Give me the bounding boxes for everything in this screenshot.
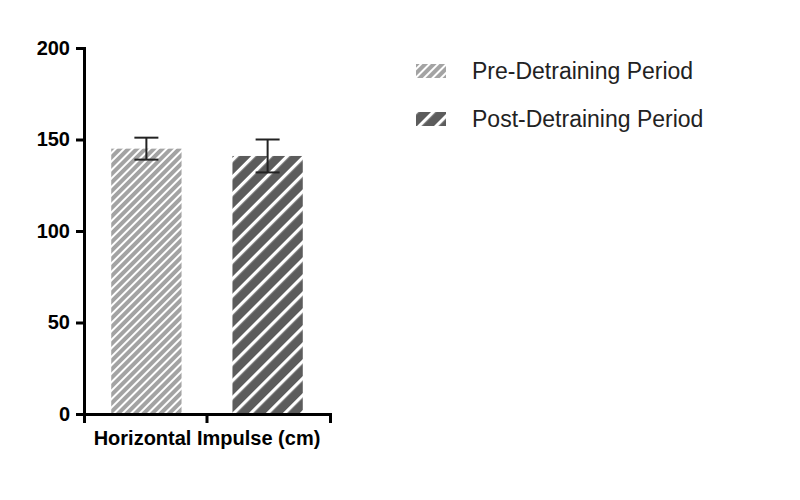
x-axis-line (85, 415, 331, 424)
legend-swatch (416, 112, 446, 126)
error-cap (256, 171, 280, 173)
x-tick-label: Horizontal Impulse (cm) (94, 427, 321, 449)
chart: 0 50 100 150 200 Horizontal Impulse (cm) Pre-D… (0, 0, 800, 500)
error-cap (134, 137, 158, 139)
error-bar (134, 138, 158, 160)
error-cap (134, 159, 158, 161)
legend-label: Post-Detraining Period (472, 106, 703, 132)
y-tick-mark (76, 230, 84, 233)
x-tick: Horizontal Impulse (cm) (94, 414, 321, 449)
y-tick-mark (76, 139, 84, 142)
y-axis: 0 50 100 150 200 (37, 37, 85, 425)
y-tick-label: 200 (37, 37, 70, 59)
error-bar (256, 140, 280, 173)
y-tick-mark (76, 47, 84, 50)
error-stem (267, 140, 269, 173)
y-tick-label: 0 (59, 403, 70, 425)
bar (111, 149, 181, 414)
plot-area (111, 138, 303, 414)
y-tick-label: 100 (37, 220, 70, 242)
legend: Pre-Detraining Period Post-Detraining Per… (416, 58, 703, 132)
y-tick: 100 (37, 220, 84, 242)
y-tick-mark (76, 413, 84, 416)
bar (232, 156, 302, 414)
legend-label: Pre-Detraining Period (472, 58, 693, 84)
y-tick: 150 (37, 128, 84, 150)
x-tick-mark (206, 414, 209, 423)
y-tick-mark (76, 322, 84, 325)
y-tick-label: 50 (48, 311, 70, 333)
error-cap (256, 139, 280, 141)
y-tick-label: 150 (37, 128, 70, 150)
y-tick: 200 (37, 37, 84, 59)
y-axis-line (76, 49, 85, 415)
legend-swatch (416, 64, 446, 78)
error-stem (145, 138, 147, 160)
x-axis: Horizontal Impulse (cm) (85, 414, 331, 449)
y-tick: 50 (48, 311, 84, 333)
y-tick: 0 (59, 403, 84, 425)
